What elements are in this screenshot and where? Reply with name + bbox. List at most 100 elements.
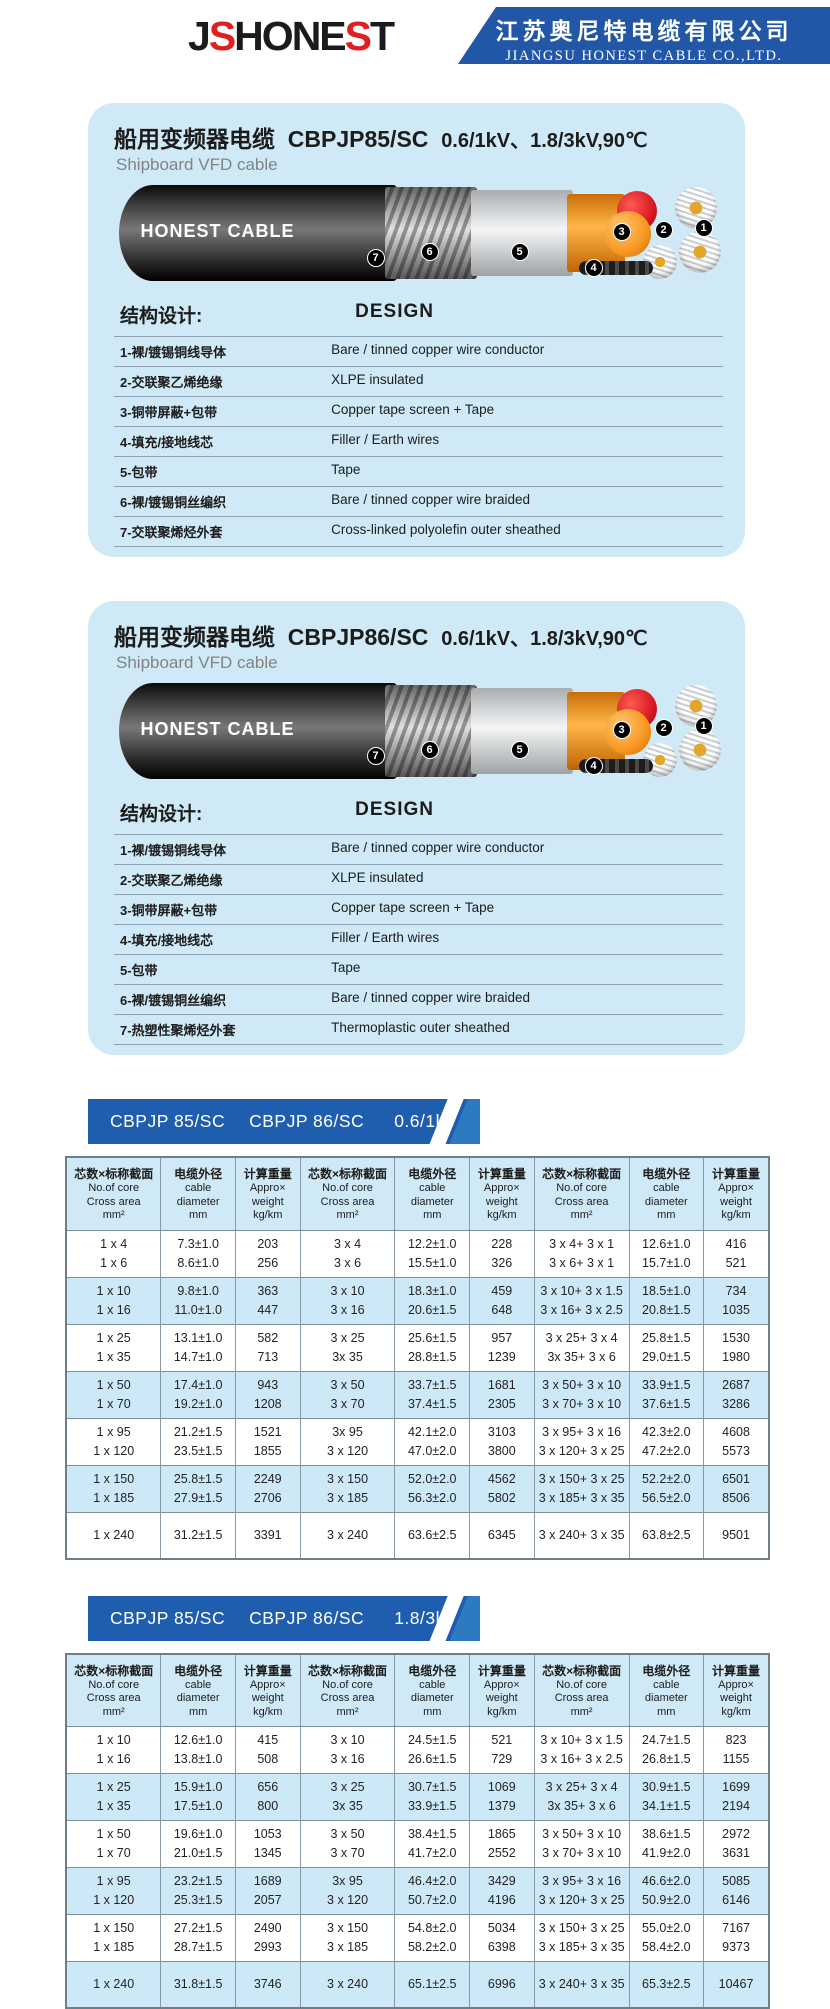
cable-braid-layer: [385, 685, 477, 777]
spec-cell: 415: [235, 1727, 300, 1751]
design-item-en: XLPE insulated: [327, 372, 723, 391]
spec-cell: 47.2±2.0: [629, 1442, 704, 1466]
cable-brand-text: HONEST CABLE: [141, 719, 295, 740]
spec-cell: 13.1±1.0: [161, 1324, 236, 1348]
spec-column-header-line: 电缆外径: [631, 1165, 703, 1182]
product-model: CBPJP85/SC: [288, 126, 429, 152]
spec-cell: 3286: [704, 1395, 769, 1419]
spec-column-header-line: No.of core: [536, 1182, 628, 1196]
spec-cell: 3 x 16: [300, 1301, 395, 1325]
product-model: CBPJP86/SC: [288, 624, 429, 650]
design-table-header: 结构设计: DESIGN: [114, 795, 723, 834]
spec-cell: 7.3±1.0: [161, 1230, 236, 1254]
spec-column-header-line: Cross area: [68, 1692, 159, 1706]
spec-column-header-line: kg/km: [705, 1706, 767, 1720]
spec-cell: 3 x 16+ 3 x 2.5: [534, 1750, 629, 1774]
spec-column-header-line: kg/km: [237, 1706, 299, 1720]
spec-cell: 2194: [704, 1797, 769, 1821]
spec-cell: 24.7±1.5: [629, 1727, 704, 1751]
spec-column-header-line: Cross area: [302, 1692, 394, 1706]
spec-column-header-line: 计算重量: [471, 1165, 533, 1182]
spec-cell: 46.6±2.0: [629, 1868, 704, 1892]
spec-cell: 3 x 16+ 3 x 2.5: [534, 1301, 629, 1325]
design-item-zh: 1-裸/镀锡铜线导体: [114, 840, 327, 859]
banner-model-1: CBPJP 85/SC: [110, 1608, 225, 1629]
company-name-en: JIANGSU HONEST CABLE CO.,LTD.: [458, 48, 830, 65]
spec-column-header-line: kg/km: [237, 1209, 299, 1223]
spec-cell: 56.5±2.0: [629, 1489, 704, 1513]
logo-letter: H: [234, 13, 262, 59]
spec-cell: 943: [235, 1371, 300, 1395]
spec-cell: 11.0±1.0: [161, 1301, 236, 1325]
spec-cell: 24.5±1.5: [395, 1727, 470, 1751]
spec-cell: 2249: [235, 1465, 300, 1489]
spec-cell: 41.7±2.0: [395, 1844, 470, 1868]
spec-cell: 1069: [469, 1774, 534, 1798]
spec-cell: 3x 95: [300, 1418, 395, 1442]
spec-cell: 21.2±1.5: [161, 1418, 236, 1442]
cable-layer-marker-7: 7: [367, 249, 385, 267]
logo-letter: T: [370, 13, 393, 59]
spec-cell: 1 x 35: [66, 1797, 161, 1821]
spec-cell: 27.9±1.5: [161, 1489, 236, 1513]
spec-cell: 30.9±1.5: [629, 1774, 704, 1798]
spec-cell: 54.8±2.0: [395, 1915, 470, 1939]
cable-layer-marker-2: 2: [655, 221, 673, 239]
spec-cell: 326: [469, 1254, 534, 1278]
spec-column-header-line: weight: [705, 1692, 767, 1706]
spec-cell: 3 x 50: [300, 1371, 395, 1395]
spec-cell: 6996: [469, 1962, 534, 2009]
spec-cell: 31.2±1.5: [161, 1512, 236, 1559]
spec-cell: 25.3±1.5: [161, 1891, 236, 1915]
spec-column-header-line: kg/km: [471, 1209, 533, 1223]
spec-cell: 1208: [235, 1395, 300, 1419]
spec-column-header-line: 计算重量: [705, 1165, 767, 1182]
design-table-header: 结构设计: DESIGN: [114, 297, 723, 336]
spec-cell: 3 x 10: [300, 1277, 395, 1301]
spec-cell: 25.6±1.5: [395, 1324, 470, 1348]
cable-layer-marker-1: 1: [695, 219, 713, 237]
spec-cell: 3429: [469, 1868, 534, 1892]
spec-cell: 10467: [704, 1962, 769, 2009]
spec-cell: 3 x 50+ 3 x 10: [534, 1821, 629, 1845]
spec-cell: 19.2±1.0: [161, 1395, 236, 1419]
spec-cell: 52.2±2.0: [629, 1465, 704, 1489]
spec-cell: 3 x 4+ 3 x 1: [534, 1230, 629, 1254]
spec-column-header-line: mm: [396, 1706, 468, 1720]
spec-cell: 1 x 4: [66, 1230, 161, 1254]
spec-cell: 3 x 150+ 3 x 25: [534, 1915, 629, 1939]
logo-letter: S: [345, 13, 370, 59]
spec-cell: 21.0±1.5: [161, 1844, 236, 1868]
spec-column-header-line: Cross area: [536, 1692, 628, 1706]
spec-cell: 42.3±2.0: [629, 1418, 704, 1442]
spec-cell: 3 x 10: [300, 1727, 395, 1751]
spec-cell: 3 x 95+ 3 x 16: [534, 1418, 629, 1442]
spec-cell: 20.6±1.5: [395, 1301, 470, 1325]
spec-cell: 3 x 120+ 3 x 25: [534, 1891, 629, 1915]
spec-cell: 3 x 240: [300, 1512, 395, 1559]
spec-column-header-line: Appro×: [705, 1182, 767, 1196]
spec-cell: 2057: [235, 1891, 300, 1915]
spec-cell: 2706: [235, 1489, 300, 1513]
spec-column-header-line: 芯数×标称截面: [68, 1165, 159, 1182]
spec-column-header-line: cable: [162, 1679, 234, 1693]
spec-cell: 1035: [704, 1301, 769, 1325]
design-item-zh: 5-包带: [114, 960, 327, 979]
